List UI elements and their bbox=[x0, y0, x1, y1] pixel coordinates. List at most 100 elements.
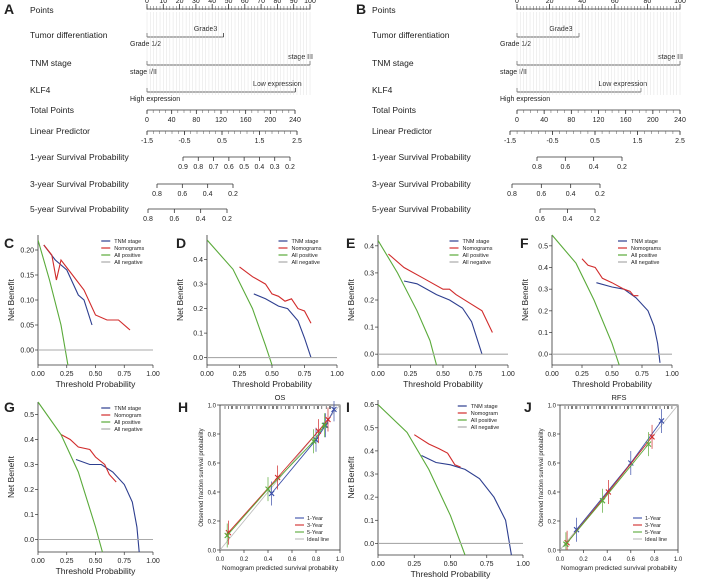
y-tick-label: 0.00 bbox=[20, 348, 34, 355]
legend-label: TNM stage bbox=[463, 239, 490, 245]
y-tick-label: 0.2 bbox=[364, 495, 374, 502]
dca-line-nomograms bbox=[581, 258, 639, 297]
legend-label: 5-Year bbox=[645, 530, 661, 536]
y-tick-label: 1.0 bbox=[548, 404, 557, 410]
legend-label: 5-Year bbox=[307, 530, 323, 536]
legend-label: All positive bbox=[114, 420, 140, 426]
points-tick-label: 50 bbox=[225, 0, 233, 5]
points-tick-label: 80 bbox=[644, 0, 652, 5]
chart-panel-f: F 0.00 0.25 0.50 0.75 1.00 0.0 0.1 0.2 0.3 0.4 0.5 T… bbox=[520, 234, 679, 389]
x-tick-label: 0.00 bbox=[200, 371, 214, 378]
nomogram-row-label-points: Points bbox=[372, 5, 396, 15]
y-tick-label: 0.0 bbox=[364, 352, 374, 359]
total-points-tick-label: 120 bbox=[593, 117, 605, 124]
nomogram-row-label-linear-predictor: Linear Predictor bbox=[30, 126, 90, 136]
klf4-high-label: Low expression bbox=[599, 81, 648, 88]
chart-panel-h: H OS 0.0 0.2 0.4 0.6 0.8 1.0 0.0 0.2 0.4 0.6 0.8 1.0 N… bbox=[178, 393, 345, 572]
tnm-stage-low-label: stage I/II bbox=[500, 69, 527, 76]
y-tick-label: 0.3 bbox=[364, 472, 374, 479]
calibration-point bbox=[224, 532, 231, 539]
linear-predictor-tick-label: -1.5 bbox=[504, 138, 516, 145]
panel-letter: H bbox=[178, 399, 188, 415]
calibration-line-3-year bbox=[228, 419, 329, 533]
nomogram-panel-a: A Points 0 10 20 30 40 50 60 70 80 90 100 Tumor diffe… bbox=[4, 0, 316, 223]
legend-label: Ideal line bbox=[307, 537, 329, 543]
plot-area bbox=[38, 401, 153, 552]
chart-panel-j: J RFS 0.0 0.2 0.4 0.6 0.8 1.0 0.0 0.2 0.4 0.6 0.8 1.0… bbox=[524, 393, 683, 572]
dca-line-nomograms bbox=[43, 244, 131, 331]
legend-label: TNM stage bbox=[114, 239, 141, 245]
x-tick-label: 1.00 bbox=[330, 371, 344, 378]
y-axis-label: Observed fraction survival probability bbox=[539, 428, 545, 526]
legend-label: TNM stage bbox=[631, 239, 658, 245]
x-tick-label: 0.25 bbox=[60, 371, 74, 378]
3-year-survival-probability-tick-label: 0.6 bbox=[177, 191, 187, 198]
calibration-point bbox=[331, 406, 337, 413]
x-tick-label: 0.6 bbox=[627, 557, 636, 563]
y-tick-label: 0.0 bbox=[208, 549, 217, 555]
y-axis-label: Net Benefit bbox=[346, 456, 356, 499]
y-tick-label: 0.4 bbox=[364, 448, 374, 455]
3-year-survival-probability-tick-label: 0.8 bbox=[507, 191, 517, 198]
y-tick-label: 0.2 bbox=[364, 298, 374, 305]
nomogram-row-label-5-year-survival-probability: 5-year Survival Probability bbox=[30, 204, 129, 214]
nomogram-row-label-tumor-differentiation: Tumor differentiation bbox=[30, 30, 108, 40]
1-year-survival-probability-tick-label: 0.2 bbox=[617, 164, 627, 171]
y-axis-label: Net Benefit bbox=[346, 278, 356, 321]
linear-predictor-tick-label: 1.5 bbox=[633, 138, 643, 145]
plot-area bbox=[378, 240, 508, 365]
dca-line-nomogram bbox=[60, 434, 117, 483]
y-tick-label: 0.4 bbox=[193, 257, 203, 264]
x-tick-label: 0.50 bbox=[265, 371, 279, 378]
chart-panel-d: D 0.00 0.25 0.50 0.75 1.00 0.0 0.1 0.2 0.3 0.4 Thre… bbox=[175, 235, 344, 389]
y-tick-label: 0.15 bbox=[20, 273, 34, 280]
x-tick-label: 1.0 bbox=[336, 557, 345, 563]
y-tick-label: 0.5 bbox=[364, 425, 374, 432]
5-year-survival-probability-tick-label: 0.8 bbox=[143, 216, 153, 223]
total-points-tick-label: 40 bbox=[168, 117, 176, 124]
legend-label: Nomograms bbox=[463, 246, 493, 252]
x-tick-label: 0.75 bbox=[117, 558, 131, 565]
calibration-point bbox=[658, 418, 665, 424]
y-tick-label: 0.0 bbox=[538, 352, 548, 359]
y-tick-label: 0.05 bbox=[20, 323, 34, 330]
tnm-stage-high-label: stage III bbox=[658, 54, 683, 61]
calibration-point bbox=[321, 422, 328, 429]
y-tick-label: 0.5 bbox=[24, 412, 34, 419]
legend-label: All positive bbox=[292, 253, 318, 259]
tumor-differentiation-low-label: Grade 1/2 bbox=[130, 41, 161, 48]
panel-letter: I bbox=[346, 399, 350, 415]
3-year-survival-probability-tick-label: 0.4 bbox=[566, 191, 576, 198]
x-tick-label: 0.0 bbox=[556, 557, 565, 563]
nomogram-row-label-tnm-stage: TNM stage bbox=[30, 58, 72, 68]
x-tick-label: 0.8 bbox=[650, 557, 659, 563]
plot-area bbox=[552, 234, 672, 365]
x-tick-label: 1.00 bbox=[146, 558, 160, 565]
nomogram-row-label-klf4: KLF4 bbox=[30, 85, 51, 95]
total-points-tick-label: 160 bbox=[620, 117, 632, 124]
dca-line-nomograms bbox=[239, 266, 312, 324]
tnm-stage-low-label: stage I/II bbox=[130, 69, 157, 76]
y-axis-label: Net Benefit bbox=[520, 278, 530, 321]
tumor-differentiation-low-label: Grade 1/2 bbox=[500, 41, 531, 48]
total-points-tick-label: 80 bbox=[192, 117, 200, 124]
dca-line-nomograms bbox=[388, 253, 493, 333]
chart-panel-e: E 0.00 0.25 0.50 0.75 1.00 0.0 0.1 0.2 0.3 0.4 Thre… bbox=[346, 235, 515, 389]
dca-line-all-positive bbox=[552, 234, 620, 365]
total-points-tick-label: 240 bbox=[289, 117, 301, 124]
1-year-survival-probability-tick-label: 0.6 bbox=[224, 164, 234, 171]
x-tick-label: 0.8 bbox=[312, 557, 321, 563]
dca-line-tnm-stage bbox=[403, 280, 483, 355]
klf4-low-label: High expression bbox=[500, 96, 550, 103]
linear-predictor-tick-label: -0.5 bbox=[178, 138, 190, 145]
points-tick-label: 0 bbox=[145, 0, 149, 5]
plot-area bbox=[207, 239, 337, 365]
y-axis-label: Net Benefit bbox=[6, 455, 16, 498]
x-axis-label: Threshold Probability bbox=[232, 379, 313, 389]
legend-label: TNM stage bbox=[292, 239, 319, 245]
calibration-point bbox=[265, 486, 271, 492]
calibration-point bbox=[605, 489, 612, 495]
nomogram-row-label-5-year-survival-probability: 5-year Survival Probability bbox=[372, 204, 471, 214]
y-tick-label: 0.0 bbox=[548, 549, 557, 555]
